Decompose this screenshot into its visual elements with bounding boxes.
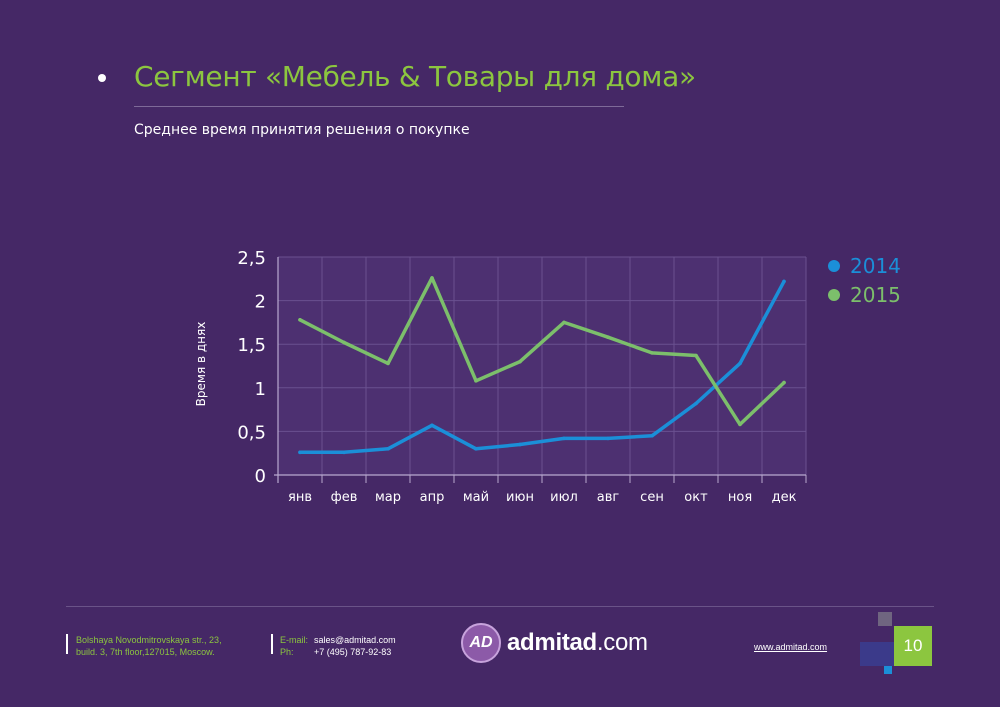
y-tick-label: 2 [255, 292, 266, 313]
legend-label-2015: 2015 [850, 283, 901, 307]
address-line-1: Bolshaya Novodmitrovskaya str., 23, [76, 635, 222, 645]
data-point-2015 [298, 317, 302, 322]
x-tick-label: авг [597, 490, 620, 505]
email-address[interactable]: sales@admitad.com [314, 635, 396, 645]
data-point-2014 [606, 436, 610, 441]
x-tick-label: окт [684, 490, 708, 505]
x-tick-label: сен [640, 490, 664, 505]
contact-marker [271, 634, 273, 654]
x-tick-label: ноя [728, 490, 752, 505]
data-point-2014 [386, 447, 390, 451]
series-line-2014 [298, 279, 786, 455]
chart-subtitle: Среднее время принятия решения о покупке [134, 122, 470, 138]
data-point-2015 [430, 276, 434, 280]
data-point-2014 [738, 361, 742, 366]
admitad-logo: AD admitad.com [461, 623, 648, 663]
data-point-2015 [782, 380, 786, 385]
y-tick-label: 0,5 [237, 422, 266, 443]
phone-label: Ph: [280, 647, 294, 657]
company-address: Bolshaya Novodmitrovskaya str., 23, buil… [76, 634, 222, 658]
data-point-2015 [562, 320, 566, 325]
legend-swatch-2015 [828, 289, 840, 301]
page-number: 10 [894, 626, 932, 666]
x-tick-label: дек [772, 490, 797, 505]
data-point-2014 [342, 450, 346, 455]
y-tick-label: 2,5 [237, 248, 266, 269]
data-point-2015 [342, 340, 346, 345]
data-point-2015 [386, 361, 390, 366]
x-tick-label: фев [331, 490, 358, 505]
x-tick-label: мар [375, 490, 401, 505]
data-point-2014 [694, 401, 698, 406]
y-tick-label: 1,5 [237, 335, 266, 356]
title-divider [134, 106, 624, 107]
decor-square-gray [878, 612, 892, 626]
series-line-2015 [298, 276, 786, 427]
data-point-2015 [738, 422, 742, 427]
x-tick-label: июн [506, 490, 534, 505]
y-tick-label: 0 [255, 466, 266, 487]
y-axis-label: Время в днях [194, 322, 208, 407]
data-point-2015 [694, 353, 698, 358]
data-point-2014 [782, 279, 786, 284]
chart-legend: 2014 2015 [828, 254, 901, 307]
decor-square-indigo [860, 642, 894, 666]
x-tick-label: апр [420, 490, 445, 505]
chart-series [298, 276, 786, 455]
x-tick-label: май [463, 490, 489, 505]
data-point-2015 [606, 335, 610, 340]
data-point-2014 [518, 442, 522, 447]
logo-text-domain: .com [596, 629, 648, 656]
page-title: Сегмент «Мебель & Товары для дома» [134, 60, 696, 93]
y-tick-label: 1 [255, 379, 266, 400]
contact-info: E-mail: sales@admitad.com Ph: +7 (495) 787… [280, 634, 396, 658]
address-marker [66, 634, 68, 654]
legend-swatch-2014 [828, 260, 840, 272]
data-point-2014 [474, 447, 478, 451]
data-point-2014 [562, 436, 566, 441]
x-tick-label: янв [288, 490, 312, 505]
address-line-2: build. 3, 7th floor,127015, Moscow. [76, 647, 215, 657]
data-point-2014 [298, 450, 302, 455]
data-point-2015 [474, 379, 478, 383]
phone-number: +7 (495) 787-92-83 [314, 647, 392, 657]
logo-text-bold: admitad [507, 629, 597, 656]
admitad-logo-mark: AD [461, 623, 501, 663]
legend-label-2014: 2014 [850, 254, 901, 278]
chart-axes: 0 0,5 1 1,5 2 2,5 янв фев мар апр май июн июл авг сен о… [237, 248, 807, 505]
data-point-2015 [518, 359, 522, 364]
data-point-2014 [430, 423, 434, 428]
admitad-logo-text: admitad.com [507, 629, 648, 657]
data-point-2014 [650, 433, 654, 438]
website-link[interactable]: www.admitad.com [754, 642, 828, 652]
footer-divider [66, 606, 934, 607]
decor-square-blue [884, 666, 892, 674]
x-tick-label: июл [550, 490, 578, 505]
data-point-2015 [650, 351, 654, 355]
email-label: E-mail: [280, 635, 309, 645]
title-bullet [98, 74, 106, 82]
